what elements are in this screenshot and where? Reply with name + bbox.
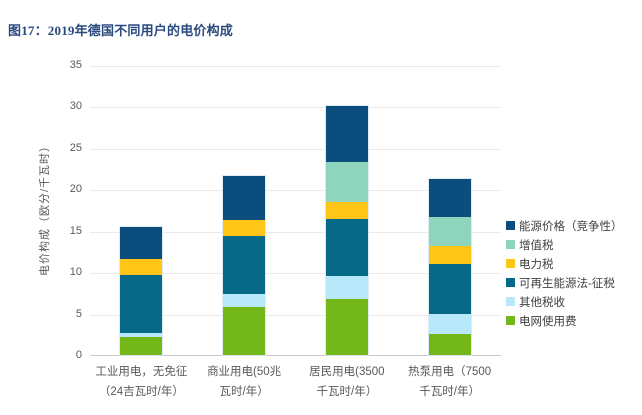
x-category-label: 工业用电，无免征 （24吉瓦时/年） <box>82 362 201 402</box>
legend-swatch-icon <box>506 278 515 287</box>
legend-swatch-icon <box>506 221 515 230</box>
plot-area <box>90 66 501 356</box>
gridline <box>90 231 501 233</box>
legend-item: 其他税收 <box>506 292 623 311</box>
legend-label: 电网使用费 <box>519 315 577 328</box>
y-tick-label: 10 <box>69 266 82 279</box>
legend-swatch-icon <box>506 240 515 249</box>
bar-segment <box>223 219 266 236</box>
x-category-label: 热泵用电（7500 千瓦时/年） <box>390 362 509 402</box>
bar-4 <box>428 179 471 355</box>
y-tick-label: 25 <box>69 141 82 154</box>
legend-swatch-icon <box>506 297 515 306</box>
gridline <box>90 190 501 192</box>
bar-segment <box>428 179 471 218</box>
x-category-label-line: 瓦时/年） <box>219 386 269 398</box>
x-category-label-line: 千瓦时/年） <box>419 386 480 398</box>
bar-segment <box>223 293 266 307</box>
bar-segment <box>428 263 471 314</box>
legend-label: 电力税 <box>519 258 554 271</box>
bar-segment <box>120 336 163 355</box>
bar-segment <box>428 217 471 247</box>
legend-item: 电力税 <box>506 254 623 273</box>
bar-segment <box>428 334 471 355</box>
legend-label: 增值税 <box>519 239 554 252</box>
legend-item: 能源价格（竞争性） <box>506 216 623 235</box>
bar-segment <box>120 227 163 259</box>
bar-segment <box>223 235 266 294</box>
figure-title: 图17：2019年德国不同用户的电价构成 <box>8 23 234 38</box>
x-category-label-line: 商业用电(50兆 <box>207 366 282 378</box>
x-category-label-line: 热泵用电（7500 <box>408 366 492 378</box>
y-tick-label: 15 <box>69 224 82 237</box>
y-tick-label: 35 <box>69 59 82 71</box>
bar-segment <box>120 275 163 333</box>
y-tick-label: 30 <box>69 100 82 113</box>
x-category-label-line: 工业用电，无免征 <box>95 366 188 378</box>
gridline <box>90 148 501 150</box>
bar-segment <box>223 306 266 355</box>
y-axis-label: 电价构成（欧分/千瓦时） <box>39 139 51 277</box>
bar-segment <box>325 298 368 355</box>
gridline <box>90 66 501 67</box>
y-tick-label: 5 <box>75 307 82 320</box>
y-tick-label: 0 <box>75 349 82 361</box>
bar-2 <box>223 176 266 355</box>
gridline <box>90 273 501 275</box>
bar-segment <box>428 313 471 335</box>
gridline <box>90 107 501 109</box>
bar-1 <box>120 227 163 355</box>
chart-legend: 能源价格（竞争性） 增值税电力税可再生能源法-征税 其他税收电网使用费 <box>506 216 623 330</box>
legend-item: 电网使用费 <box>506 311 623 330</box>
x-category-label-line: 居民用电(3500 <box>309 366 385 378</box>
bar-segment <box>325 161 368 202</box>
bar-segment <box>120 258 163 276</box>
bar-segment <box>428 246 471 264</box>
legend-label: 其他税收 <box>519 296 565 309</box>
legend-label: 可再生能源法-征税 <box>519 277 615 290</box>
x-category-label-line: 千瓦时/年） <box>316 386 378 398</box>
y-tick-label: 20 <box>69 183 82 196</box>
legend-swatch-icon <box>506 316 515 325</box>
x-category-label: 居民用电(3500 千瓦时/年） <box>288 362 407 402</box>
legend-item: 增值税 <box>506 235 623 254</box>
bar-segment <box>325 219 368 277</box>
bar-segment <box>325 105 368 162</box>
bar-segment <box>120 332 163 337</box>
legend-item: 可再生能源法-征税 <box>506 273 623 292</box>
legend-label: 能源价格（竞争性） <box>519 220 623 233</box>
x-category-label-line: （24吉瓦时/年） <box>98 386 184 398</box>
bar-segment <box>325 201 368 220</box>
bar-segment <box>223 176 266 220</box>
gridline <box>90 314 501 316</box>
bar-3 <box>325 105 368 355</box>
legend-swatch-icon <box>506 259 515 268</box>
x-category-label: 商业用电(50兆 瓦时/年） <box>185 362 304 402</box>
bar-segment <box>325 276 368 299</box>
